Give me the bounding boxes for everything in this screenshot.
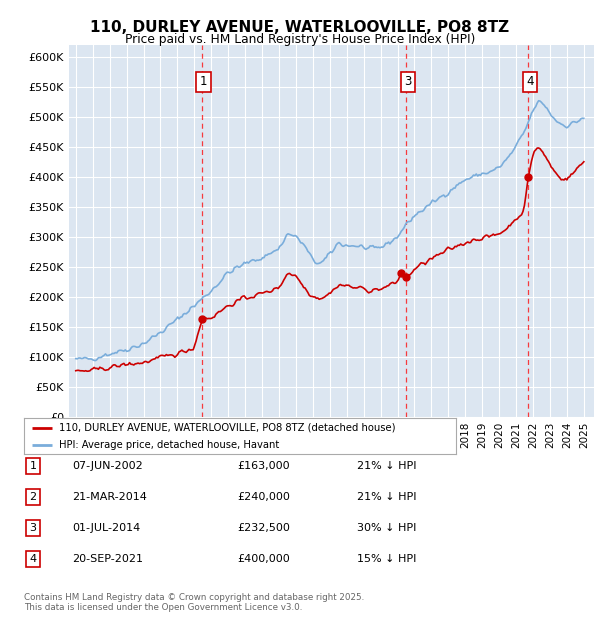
Text: Contains HM Land Registry data © Crown copyright and database right 2025.
This d: Contains HM Land Registry data © Crown c… <box>24 593 364 612</box>
Text: 21% ↓ HPI: 21% ↓ HPI <box>357 461 416 471</box>
Text: £400,000: £400,000 <box>237 554 290 564</box>
Text: 110, DURLEY AVENUE, WATERLOOVILLE, PO8 8TZ (detached house): 110, DURLEY AVENUE, WATERLOOVILLE, PO8 8… <box>59 423 395 433</box>
Text: 30% ↓ HPI: 30% ↓ HPI <box>357 523 416 533</box>
Text: 4: 4 <box>29 554 37 564</box>
Text: 3: 3 <box>29 523 37 533</box>
Text: 2: 2 <box>29 492 37 502</box>
Text: 3: 3 <box>404 76 412 88</box>
Text: 4: 4 <box>526 76 534 88</box>
Text: 1: 1 <box>29 461 37 471</box>
Text: £240,000: £240,000 <box>237 492 290 502</box>
Text: 07-JUN-2002: 07-JUN-2002 <box>72 461 143 471</box>
Text: 01-JUL-2014: 01-JUL-2014 <box>72 523 140 533</box>
Point <box>523 172 533 182</box>
Text: 21% ↓ HPI: 21% ↓ HPI <box>357 492 416 502</box>
Point <box>397 268 406 278</box>
Text: HPI: Average price, detached house, Havant: HPI: Average price, detached house, Hava… <box>59 440 279 450</box>
Text: 20-SEP-2021: 20-SEP-2021 <box>72 554 143 564</box>
Text: £163,000: £163,000 <box>237 461 290 471</box>
Text: 110, DURLEY AVENUE, WATERLOOVILLE, PO8 8TZ: 110, DURLEY AVENUE, WATERLOOVILLE, PO8 8… <box>91 20 509 35</box>
Point <box>197 314 206 324</box>
Text: 1: 1 <box>200 76 207 88</box>
Point <box>401 272 411 282</box>
Text: £232,500: £232,500 <box>237 523 290 533</box>
Text: 21-MAR-2014: 21-MAR-2014 <box>72 492 147 502</box>
Text: 15% ↓ HPI: 15% ↓ HPI <box>357 554 416 564</box>
Text: Price paid vs. HM Land Registry's House Price Index (HPI): Price paid vs. HM Land Registry's House … <box>125 33 475 46</box>
